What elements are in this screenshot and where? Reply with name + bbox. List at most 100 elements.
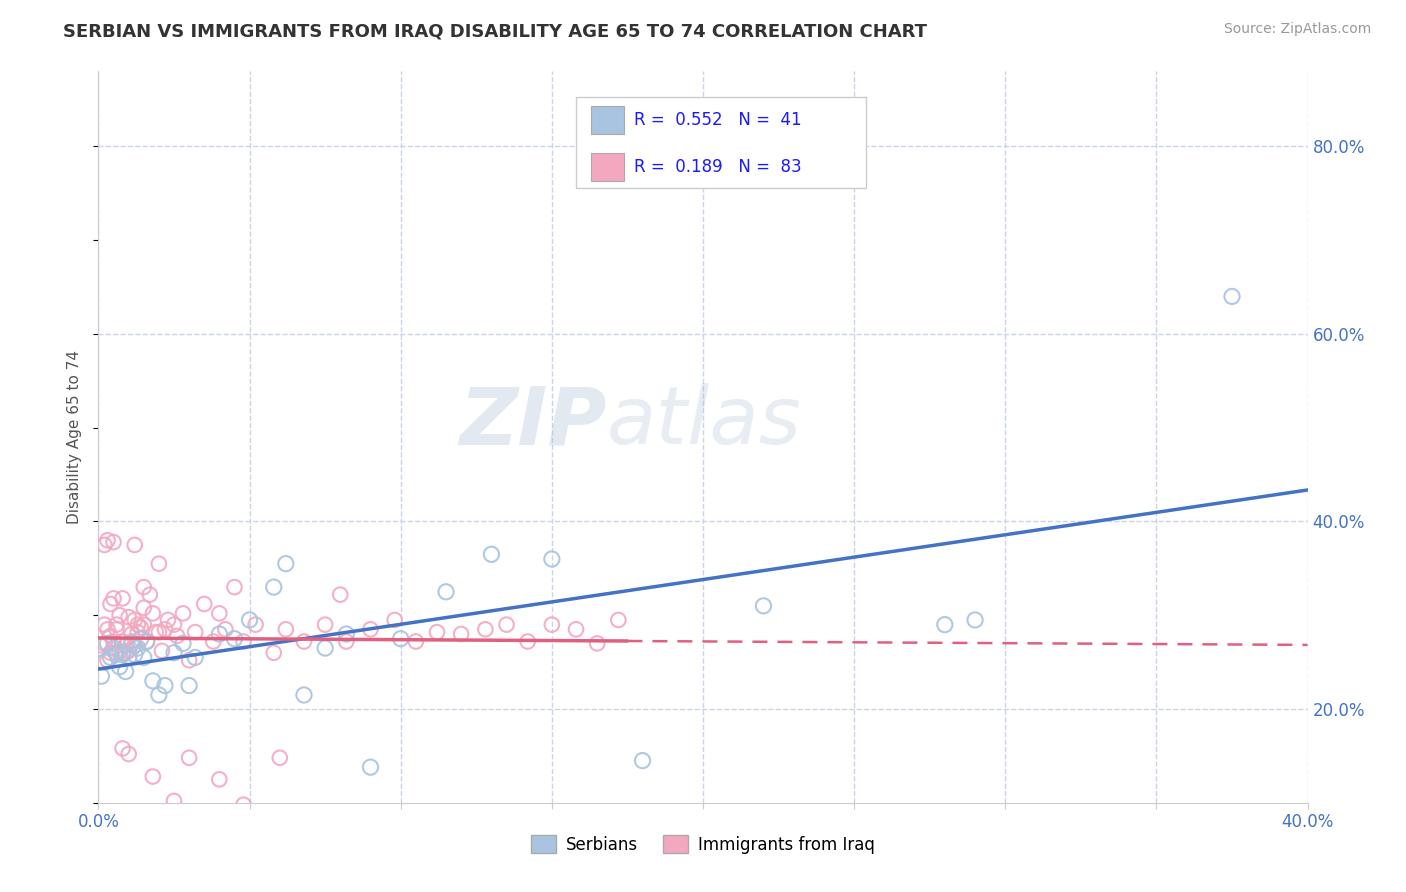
Point (96, 636, 118, 650)
Point (100, 646, 122, 660)
Point (232, 634, 254, 648)
Point (103, 591, 125, 606)
Point (129, 620, 152, 634)
Point (139, 588, 162, 602)
Point (314, 617, 336, 632)
Point (103, 641, 125, 656)
Point (111, 741, 134, 756)
Point (434, 584, 457, 599)
Point (172, 607, 194, 621)
Point (121, 634, 143, 648)
Point (384, 613, 406, 627)
Point (389, 632, 412, 646)
Point (540, 552, 562, 566)
Point (292, 688, 315, 702)
Point (132, 600, 155, 615)
Point (127, 617, 149, 632)
Point (93, 636, 115, 650)
Point (108, 660, 131, 674)
Point (565, 623, 588, 637)
Bar (591, 153, 624, 181)
FancyBboxPatch shape (576, 97, 866, 188)
Point (450, 627, 472, 641)
Point (132, 617, 155, 632)
Point (121, 627, 143, 641)
Point (105, 646, 128, 660)
Text: atlas: atlas (606, 384, 801, 461)
Point (114, 646, 136, 660)
Point (127, 641, 149, 656)
Point (105, 648, 128, 662)
Point (540, 617, 562, 632)
Legend: Serbians, Immigrants from Iraq: Serbians, Immigrants from Iraq (524, 829, 882, 860)
Point (752, 599, 775, 613)
Point (495, 617, 517, 632)
Point (150, 644, 173, 658)
Text: SERBIAN VS IMMIGRANTS FROM IRAQ DISABILITY AGE 65 TO 74 CORRELATION CHART: SERBIAN VS IMMIGRANTS FROM IRAQ DISABILI… (63, 22, 928, 40)
Point (631, 754, 654, 768)
Point (263, 580, 285, 594)
Point (224, 632, 246, 646)
Y-axis label: Disability Age 65 to 74: Disability Age 65 to 74 (67, 350, 83, 524)
Point (108, 608, 131, 623)
Point (96, 623, 118, 637)
Point (114, 665, 136, 679)
Point (360, 760, 382, 774)
Point (135, 634, 157, 648)
Point (232, 797, 254, 812)
Point (179, 653, 201, 667)
Point (142, 673, 165, 688)
Point (100, 597, 122, 611)
Point (163, 617, 186, 632)
Point (516, 634, 538, 648)
Point (129, 632, 152, 646)
Point (335, 627, 357, 641)
Point (103, 535, 125, 549)
Point (142, 770, 165, 784)
Point (100, 629, 122, 643)
Point (329, 588, 352, 602)
Point (208, 627, 231, 641)
Point (239, 613, 262, 627)
Point (184, 625, 207, 640)
Point (208, 772, 231, 787)
Point (124, 638, 146, 652)
Point (111, 648, 134, 662)
Point (292, 634, 315, 648)
Point (269, 751, 291, 765)
Point (1220, 289, 1243, 303)
Point (607, 613, 630, 627)
Point (105, 617, 128, 632)
Point (114, 638, 136, 652)
Point (184, 650, 207, 665)
Text: Source: ZipAtlas.com: Source: ZipAtlas.com (1223, 22, 1371, 37)
Point (179, 751, 201, 765)
Point (118, 644, 141, 658)
Point (93, 538, 115, 552)
Point (127, 625, 149, 640)
Point (166, 629, 188, 643)
Point (193, 597, 215, 611)
Point (214, 623, 236, 637)
Point (172, 636, 194, 650)
Point (93, 617, 115, 632)
Point (108, 644, 131, 658)
Point (96, 653, 118, 667)
Text: R =  0.189   N =  83: R = 0.189 N = 83 (634, 158, 801, 177)
Point (156, 613, 179, 627)
Point (111, 634, 134, 648)
Point (118, 610, 141, 624)
Point (335, 634, 357, 648)
Point (90, 669, 112, 683)
Point (105, 623, 128, 637)
Point (202, 634, 225, 648)
Point (153, 623, 176, 637)
Point (96, 533, 118, 548)
Point (124, 648, 146, 662)
Point (224, 580, 246, 594)
Point (405, 634, 427, 648)
Point (965, 613, 987, 627)
Point (360, 623, 382, 637)
Point (179, 679, 201, 693)
Point (135, 634, 157, 648)
